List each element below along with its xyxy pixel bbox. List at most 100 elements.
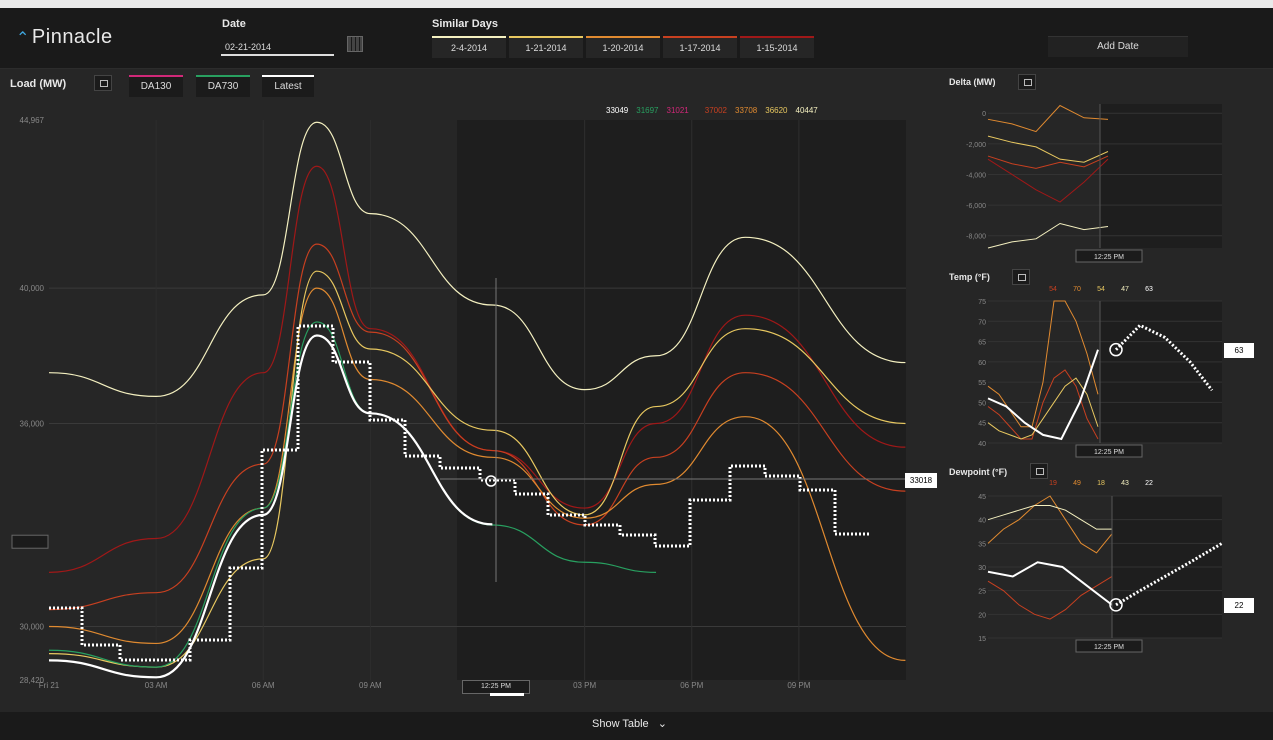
temp-value-1: 54 — [1049, 286, 1057, 293]
delta-title: Delta (MW) — [949, 77, 996, 87]
dewpoint-forecast-dotted — [1115, 542, 1223, 607]
y-cursor-box — [11, 534, 49, 549]
series-line-6 — [48, 334, 493, 679]
temp-chart[interactable]: 75 70 65 60 55 50 45 40 12:25 PM — [940, 295, 1273, 460]
dewpoint-series-0 — [987, 495, 1113, 554]
y-tick-0: 44,967 — [20, 116, 45, 125]
window-top-strip — [0, 0, 1273, 8]
temp-series-0 — [987, 300, 1099, 428]
temp-value-0 — [1017, 286, 1041, 293]
chevron-down-icon: ⌄ — [657, 718, 667, 730]
series-line-4 — [48, 270, 906, 668]
delta-series-3 — [987, 158, 1109, 203]
forecast-dotted-line — [49, 324, 870, 662]
app-logo[interactable]: ⌃ Pinnacle — [16, 26, 113, 49]
temp-time-label: 12:25 PM — [1094, 449, 1124, 456]
x-tick-1: 03 AM — [145, 681, 168, 690]
delta-y-tick-2: -4,000 — [966, 172, 986, 179]
delta-chart[interactable]: 0 -2,000 -4,000 -6,000 -8,000 12:25 PM — [940, 98, 1273, 268]
legend-value-2: 31021 — [666, 106, 689, 115]
date-input[interactable]: 02-21-2014 — [221, 38, 334, 56]
temp-popout-icon[interactable] — [1012, 269, 1030, 285]
da730-button[interactable]: DA730 — [196, 75, 250, 97]
temp-series-2 — [987, 377, 1099, 440]
x-tick-3: 09 AM — [359, 681, 382, 690]
dewpoint-cursor-point[interactable] — [1109, 598, 1123, 612]
delta-future-shade — [1100, 104, 1222, 248]
temp-future-shade — [1100, 301, 1222, 443]
load-legend-values: 33049 31697 31021 37002 33708 36620 40447 — [606, 106, 818, 115]
temp-y-tick-6: 45 — [978, 421, 986, 428]
load-title: Load (MW) — [10, 78, 67, 90]
da130-button[interactable]: DA130 — [129, 75, 183, 97]
load-popout-icon[interactable] — [94, 75, 112, 91]
delta-time-label: 12:25 PM — [1094, 254, 1124, 261]
similar-day-4[interactable]: 1-15-2014 — [740, 36, 814, 58]
dewpoint-chart[interactable]: 45 40 35 30 25 20 15 12:25 PM — [940, 490, 1273, 655]
dewpoint-series-3 — [987, 561, 1113, 606]
delta-series-4 — [987, 222, 1109, 249]
dewpoint-popout-icon[interactable] — [1030, 463, 1048, 479]
bottom-bar — [0, 712, 1273, 740]
dewpoint-y-tick-5: 20 — [978, 612, 986, 619]
legend-value-6: 36620 — [765, 106, 788, 115]
dewpoint-y-tick-6: 15 — [978, 636, 986, 643]
delta-series-0 — [987, 104, 1109, 133]
show-table-button[interactable]: Show Table ⌄ — [592, 717, 667, 730]
x-tick-0: Fri 21 — [39, 681, 60, 690]
y-tick-4: 30,000 — [20, 623, 45, 632]
top-bar: ⌃ Pinnacle Date 02-21-2014 Similar Days 2… — [0, 8, 1273, 69]
dewpoint-series-2 — [987, 504, 1112, 530]
temp-y-tick-4: 55 — [978, 380, 986, 387]
delta-y-tick-1: -2,000 — [966, 142, 986, 149]
similar-day-3[interactable]: 1-17-2014 — [663, 36, 737, 58]
y-tick-1: 40,000 — [20, 284, 45, 293]
cursor-point[interactable] — [485, 475, 497, 487]
date-label: Date — [222, 18, 246, 30]
dewpoint-value-0 — [1017, 480, 1041, 487]
dewpoint-y-tick-2: 35 — [978, 541, 986, 548]
legend-value-7: 40447 — [795, 106, 818, 115]
add-date-button[interactable]: Add Date — [1048, 36, 1188, 57]
temp-current-tag: 63 — [1224, 343, 1254, 358]
load-grid — [49, 120, 906, 680]
dewpoint-y-tick-0: 45 — [978, 494, 986, 501]
x-tick-5: 03 PM — [573, 681, 596, 690]
dewpoint-y-tick-1: 40 — [978, 518, 986, 525]
temp-y-tick-1: 70 — [978, 319, 986, 326]
temp-values: 54 70 54 47 63 — [1017, 286, 1161, 293]
dewpoint-value-1: 19 — [1049, 480, 1057, 487]
series-line-5 — [48, 321, 657, 668]
temp-time-box[interactable] — [1075, 444, 1143, 458]
temp-y-tick-3: 60 — [978, 360, 986, 367]
x-tick-7: 09 PM — [787, 681, 810, 690]
series-line-3 — [48, 287, 906, 661]
temp-y-tick-5: 50 — [978, 400, 986, 407]
similar-day-0[interactable]: 2-4-2014 — [432, 36, 506, 58]
temp-y-tick-7: 40 — [978, 441, 986, 448]
temp-y-tick-0: 75 — [978, 299, 986, 306]
temp-series-1 — [987, 369, 1099, 440]
similar-day-1[interactable]: 1-21-2014 — [509, 36, 583, 58]
delta-time-box[interactable] — [1075, 249, 1143, 263]
temp-forecast-dotted — [1114, 323, 1214, 392]
delta-popout-icon[interactable] — [1018, 74, 1036, 90]
dewpoint-title: Dewpoint (°F) — [949, 467, 1008, 477]
x-tick-2: 06 AM — [252, 681, 275, 690]
load-series — [48, 121, 906, 679]
temp-cursor-point[interactable] — [1109, 342, 1123, 357]
dewpoint-y-tick-3: 30 — [978, 565, 986, 572]
dewpoint-time-box[interactable] — [1075, 639, 1143, 653]
cursor-time-box[interactable]: 12:25 PM — [462, 680, 530, 694]
dewpoint-time-label: 12:25 PM — [1094, 644, 1124, 651]
delta-y-tick-4: -8,000 — [966, 234, 986, 241]
y-tick-2: 36,000 — [20, 419, 45, 428]
load-chart[interactable]: 44,96740,00036,00032,49130,00028,420Fri … — [0, 92, 940, 712]
dewpoint-y-tick-4: 25 — [978, 589, 986, 596]
dewpoint-value-2: 49 — [1073, 480, 1081, 487]
calendar-icon[interactable] — [347, 36, 363, 52]
similar-day-2[interactable]: 1-20-2014 — [586, 36, 660, 58]
time-scroll-handle[interactable] — [490, 693, 524, 696]
temp-value-5: 63 — [1145, 286, 1153, 293]
latest-button[interactable]: Latest — [262, 75, 314, 97]
